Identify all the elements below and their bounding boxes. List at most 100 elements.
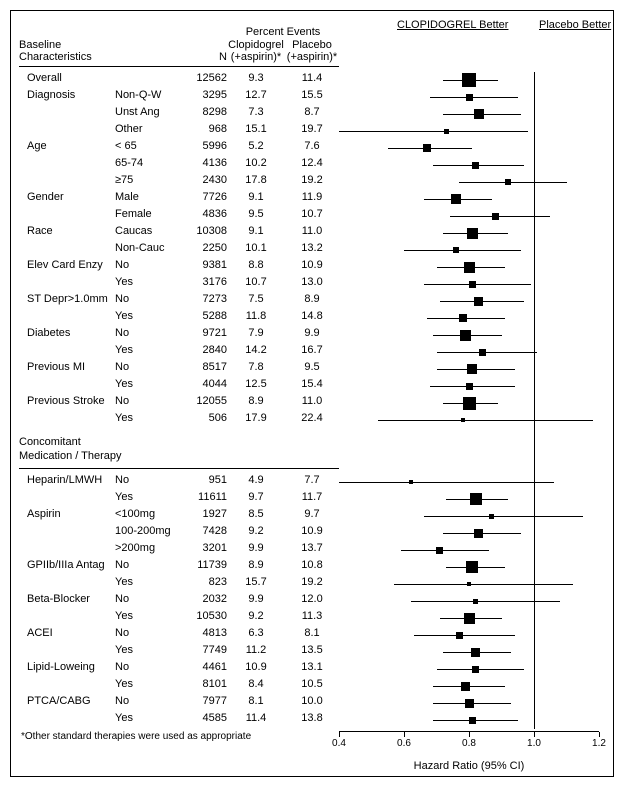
point-estimate	[472, 666, 479, 673]
cell-placebo: 11.4	[285, 70, 339, 87]
cell-clopidogrel: 17.8	[227, 172, 285, 189]
cell-placebo: 13.7	[285, 540, 339, 557]
cell-placebo: 7.7	[285, 472, 339, 489]
cell-characteristic: Previous MI	[15, 359, 115, 376]
cell-n: 823	[183, 574, 227, 591]
hdr-percent-events: Percent Events	[227, 26, 339, 38]
hdr-placebo: Placebo (+aspirin)*	[285, 39, 339, 63]
data-row: Yes774911.213.5	[15, 642, 339, 659]
cell-n: 3176	[183, 274, 227, 291]
cell-subgroup: <100mg	[115, 506, 183, 523]
axis-tick	[469, 732, 470, 737]
point-estimate	[465, 699, 474, 708]
cell-placebo: 10.7	[285, 206, 339, 223]
cell-placebo: 10.9	[285, 523, 339, 540]
axis-tick	[339, 732, 340, 737]
point-estimate	[461, 682, 470, 691]
cell-subgroup: Yes	[115, 676, 183, 693]
point-estimate	[423, 144, 431, 152]
footnote: *Other standard therapies were used as a…	[15, 729, 339, 742]
point-estimate	[474, 109, 484, 119]
cell-subgroup: Other	[115, 121, 183, 138]
cell-n: 4136	[183, 155, 227, 172]
cell-placebo: 13.0	[285, 274, 339, 291]
cell-subgroup: No	[115, 359, 183, 376]
cell-placebo: 8.9	[285, 291, 339, 308]
forest-row	[339, 361, 599, 378]
cell-characteristic: Aspirin	[15, 506, 115, 523]
cell-characteristic: Age	[15, 138, 115, 155]
ci-line	[437, 352, 538, 353]
cell-placebo: 10.8	[285, 557, 339, 574]
cell-characteristic: Diabetes	[15, 325, 115, 342]
point-estimate	[467, 582, 471, 586]
point-estimate	[467, 228, 478, 239]
cell-placebo: 10.0	[285, 693, 339, 710]
axis-tick-label: 0.8	[462, 738, 476, 749]
cell-n: 5288	[183, 308, 227, 325]
data-row: Aspirin<100mg19278.59.7	[15, 506, 339, 523]
cell-clopidogrel: 9.2	[227, 523, 285, 540]
forest-row	[339, 310, 599, 327]
cell-n: 11611	[183, 489, 227, 506]
cell-subgroup: No	[115, 625, 183, 642]
cell-placebo: 22.4	[285, 410, 339, 427]
hdr-clopidogrel: Clopidogrel (+aspirin)*	[227, 39, 285, 63]
cell-clopidogrel: 12.7	[227, 87, 285, 104]
data-row: Yes81018.410.5	[15, 676, 339, 693]
cell-n: 1927	[183, 506, 227, 523]
cell-placebo: 12.0	[285, 591, 339, 608]
cell-characteristic: Lipid-Loweing	[15, 659, 115, 676]
cell-clopidogrel: 8.4	[227, 676, 285, 693]
point-estimate	[471, 648, 480, 657]
point-estimate	[451, 194, 461, 204]
cell-clopidogrel: 11.4	[227, 710, 285, 727]
data-row: Yes404412.515.4	[15, 376, 339, 393]
data-row: 65-74413610.212.4	[15, 155, 339, 172]
cell-n: 2840	[183, 342, 227, 359]
forest-row	[339, 559, 599, 576]
point-estimate	[460, 330, 471, 341]
cell-clopidogrel: 10.9	[227, 659, 285, 676]
data-row: ≥75243017.819.2	[15, 172, 339, 189]
cell-clopidogrel: 11.2	[227, 642, 285, 659]
cell-characteristic: Overall	[15, 70, 115, 87]
cell-n: 5996	[183, 138, 227, 155]
cell-n: 3201	[183, 540, 227, 557]
data-row: Yes116119.711.7	[15, 489, 339, 506]
cell-characteristic: Previous Stroke	[15, 393, 115, 410]
ci-line	[414, 635, 515, 636]
hdr-baseline: Baseline Characteristics	[15, 39, 115, 63]
cell-characteristic: Diagnosis	[15, 87, 115, 104]
data-row: Age< 6559965.27.6	[15, 138, 339, 155]
cell-clopidogrel: 7.3	[227, 104, 285, 121]
forest-row	[339, 525, 599, 542]
cell-subgroup: No	[115, 557, 183, 574]
data-row: RaceCaucas103089.111.0	[15, 223, 339, 240]
forest-row	[339, 678, 599, 695]
cell-placebo: 7.6	[285, 138, 339, 155]
point-estimate	[469, 717, 476, 724]
cell-placebo: 15.5	[285, 87, 339, 104]
point-estimate	[444, 129, 449, 134]
cell-placebo: 19.7	[285, 121, 339, 138]
point-estimate	[474, 529, 483, 538]
cell-n: 4461	[183, 659, 227, 676]
cell-subgroup: Caucas	[115, 223, 183, 240]
cell-subgroup: < 65	[115, 138, 183, 155]
cell-n: 7726	[183, 189, 227, 206]
cell-n: 4585	[183, 710, 227, 727]
cell-placebo: 9.5	[285, 359, 339, 376]
label-clopidogrel-better: CLOPIDOGREL Better	[397, 19, 508, 31]
forest-row	[339, 644, 599, 661]
cell-clopidogrel: 15.7	[227, 574, 285, 591]
cell-n: 7749	[183, 642, 227, 659]
cell-clopidogrel: 7.5	[227, 291, 285, 308]
point-estimate	[461, 418, 465, 422]
data-row: 100-200mg74289.210.9	[15, 523, 339, 540]
cell-characteristic: Heparin/LMWH	[15, 472, 115, 489]
cell-n: 7428	[183, 523, 227, 540]
data-row: Previous StrokeNo120558.911.0	[15, 393, 339, 410]
cell-subgroup: 100-200mg	[115, 523, 183, 540]
cell-placebo: 11.0	[285, 223, 339, 240]
